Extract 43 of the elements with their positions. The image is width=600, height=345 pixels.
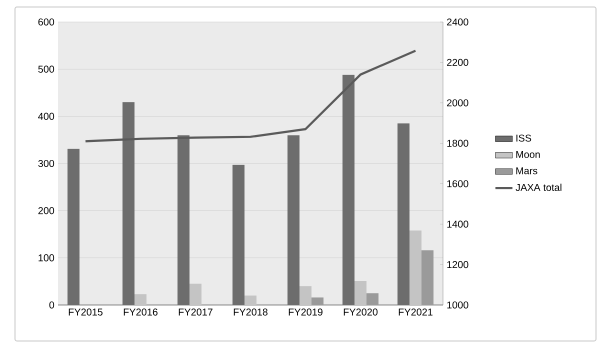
line-series — [84, 50, 417, 142]
bar — [410, 230, 422, 305]
bar — [312, 297, 324, 305]
bar — [300, 286, 312, 305]
legend-label: Mars — [516, 167, 538, 174]
bar — [354, 280, 366, 305]
bar — [366, 293, 378, 305]
y-tick-label: 400 — [38, 112, 54, 120]
x-tick-label: FY2016 — [124, 308, 158, 316]
legend-label: Moon — [516, 151, 540, 158]
x-tick-label: FY2018 — [234, 308, 268, 316]
bar — [190, 284, 202, 305]
bar — [288, 135, 300, 305]
legend-label: JAXA total — [516, 184, 562, 192]
x-tick-label: FY2021 — [398, 308, 432, 316]
y-tick-label: 100 — [38, 254, 54, 262]
bar — [398, 123, 410, 305]
x-tick-label: FY2019 — [288, 308, 322, 316]
bar — [342, 74, 354, 305]
y-tick-label: 0 — [49, 301, 54, 309]
y2-tick-label: 2000 — [447, 99, 468, 106]
y-tick-label: 600 — [38, 18, 54, 26]
bar — [134, 294, 147, 305]
x-tick-label: FY2020 — [344, 308, 378, 316]
bar — [178, 135, 190, 305]
y2-tick-label: 1200 — [447, 261, 468, 268]
bar — [232, 164, 245, 305]
y2-tick-label: 1800 — [447, 140, 468, 147]
y-tick-label: 500 — [38, 66, 54, 73]
y2-tick-label: 1600 — [447, 180, 468, 188]
x-tick-label: FY2017 — [178, 308, 212, 316]
y2-tick-label: 2200 — [447, 58, 468, 66]
y2-tick-label: 1000 — [447, 301, 468, 309]
y2-tick-label: 1400 — [447, 220, 468, 228]
bar — [122, 102, 135, 305]
bar — [68, 148, 80, 305]
y-tick-label: 300 — [38, 160, 54, 168]
y2-tick-label: 2400 — [447, 18, 468, 26]
legend-label: ISS — [516, 134, 532, 142]
bar — [422, 250, 434, 305]
y-tick-label: 200 — [38, 207, 54, 214]
bar — [244, 296, 257, 305]
x-tick-label: FY2015 — [68, 308, 103, 316]
